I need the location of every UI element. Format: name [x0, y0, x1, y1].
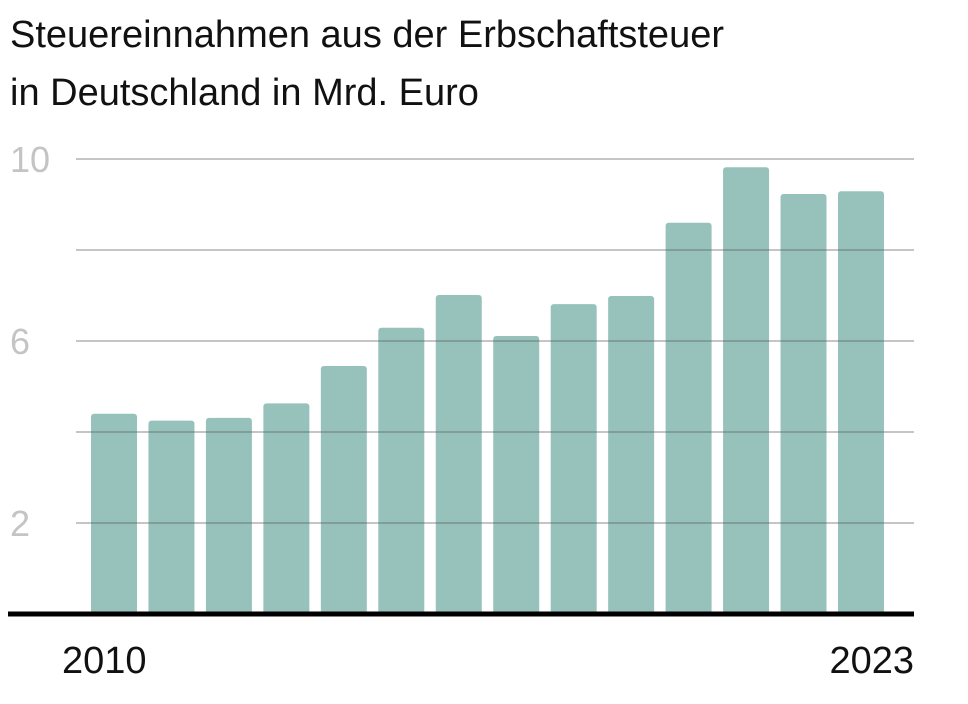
- bar-2011: [148, 420, 195, 614]
- x-tick-label-first: 2010: [62, 640, 147, 682]
- bar-2014: [320, 366, 367, 614]
- bar-2018: [550, 304, 597, 614]
- bar-2013: [263, 403, 310, 614]
- bar-2015: [378, 327, 425, 614]
- bar-2023: [837, 191, 884, 614]
- bar-2020: [665, 222, 712, 614]
- y-tick-label-6: 6: [10, 321, 30, 362]
- bar-2019: [608, 295, 655, 614]
- bar-2022: [780, 194, 827, 614]
- bar-2017: [493, 335, 540, 614]
- bar-2016: [435, 295, 482, 614]
- x-tick-label-last: 2023: [829, 640, 914, 682]
- chart-title: Steuereinnahmen aus der Erbschaftsteuer i…: [10, 14, 724, 114]
- bar-2010: [91, 413, 137, 614]
- bar-2021: [723, 167, 770, 614]
- y-tick-label-2: 2: [10, 503, 30, 544]
- y-tick-label-10: 10: [10, 139, 50, 180]
- bar-2012: [205, 417, 252, 614]
